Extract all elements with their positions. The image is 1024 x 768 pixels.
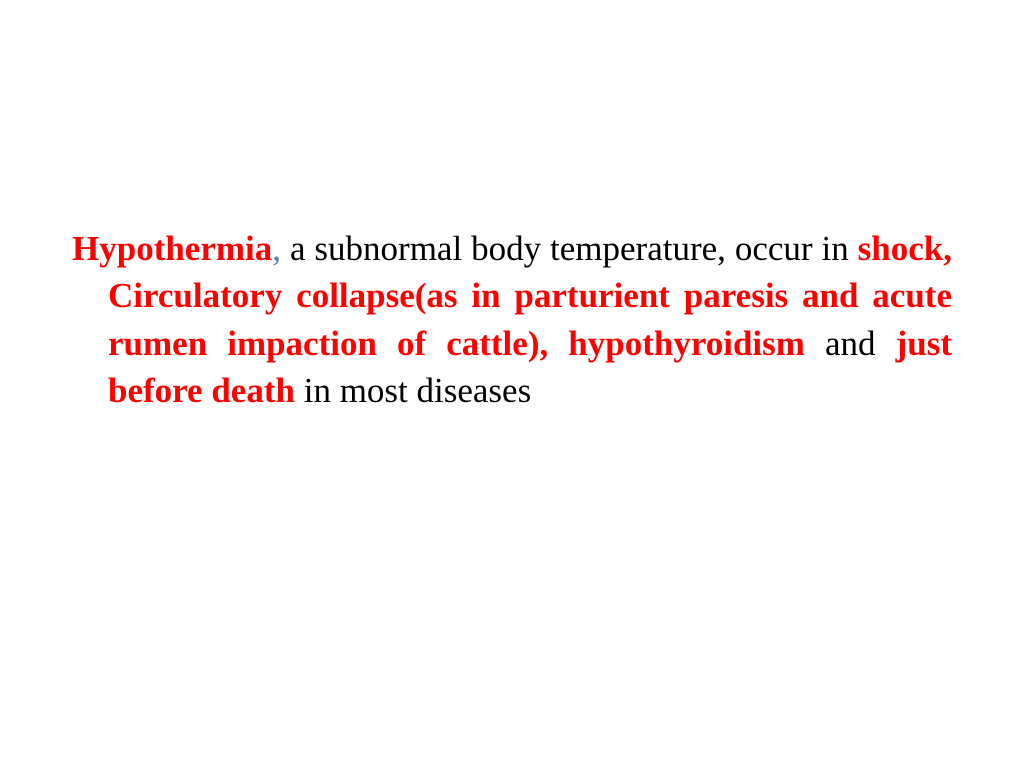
text-run-tail: in most diseases — [295, 371, 531, 410]
accent-comma: , — [272, 229, 281, 268]
slide: Hypothermia, a subnormal body temperatur… — [0, 0, 1024, 768]
text-run-definition: a subnormal body temperature, occur in — [281, 229, 858, 268]
text-run-and: and — [805, 324, 896, 363]
paragraph-hypothermia: Hypothermia, a subnormal body temperatur… — [72, 225, 952, 414]
term-hypothermia: Hypothermia — [72, 229, 272, 268]
